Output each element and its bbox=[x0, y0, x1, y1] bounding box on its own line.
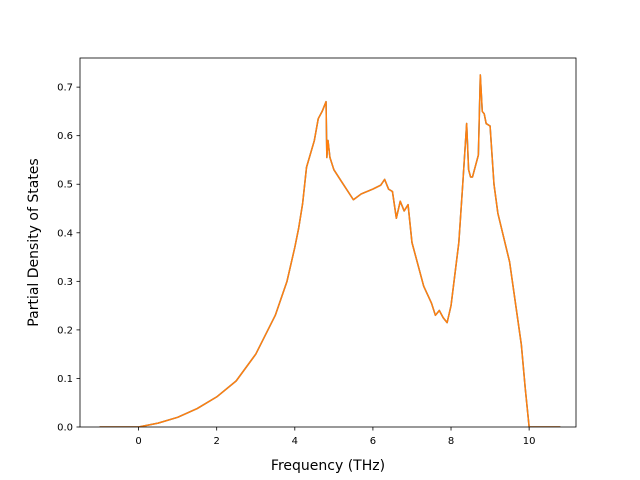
x-tick-label: 4 bbox=[292, 436, 298, 447]
series-line-2 bbox=[99, 74, 561, 427]
y-axis-ticks: 0.0 0.1 0.2 0.3 0.4 0.5 0.6 0.7 bbox=[57, 83, 80, 434]
x-tick-label: 6 bbox=[370, 436, 376, 447]
y-tick-label: 0.5 bbox=[57, 180, 73, 191]
y-tick-label: 0.7 bbox=[57, 83, 73, 94]
x-tick-label: 0 bbox=[135, 436, 141, 447]
y-tick-label: 0.3 bbox=[57, 277, 73, 288]
x-axis-title: Frequency (THz) bbox=[271, 458, 385, 474]
y-tick-label: 0.2 bbox=[57, 325, 73, 336]
y-tick-label: 0.4 bbox=[57, 228, 73, 239]
x-axis-ticks: 0 2 4 6 8 10 bbox=[135, 427, 536, 447]
x-tick-label: 8 bbox=[448, 436, 454, 447]
x-tick-label: 10 bbox=[523, 436, 536, 447]
y-tick-label: 0.1 bbox=[57, 374, 73, 385]
y-axis-title: Partial Density of States bbox=[26, 158, 42, 326]
axes-frame bbox=[79, 57, 577, 428]
y-tick-label: 0.6 bbox=[57, 131, 73, 142]
x-tick-label: 2 bbox=[214, 436, 220, 447]
plot-area bbox=[99, 74, 561, 427]
y-tick-label: 0.0 bbox=[57, 423, 73, 434]
